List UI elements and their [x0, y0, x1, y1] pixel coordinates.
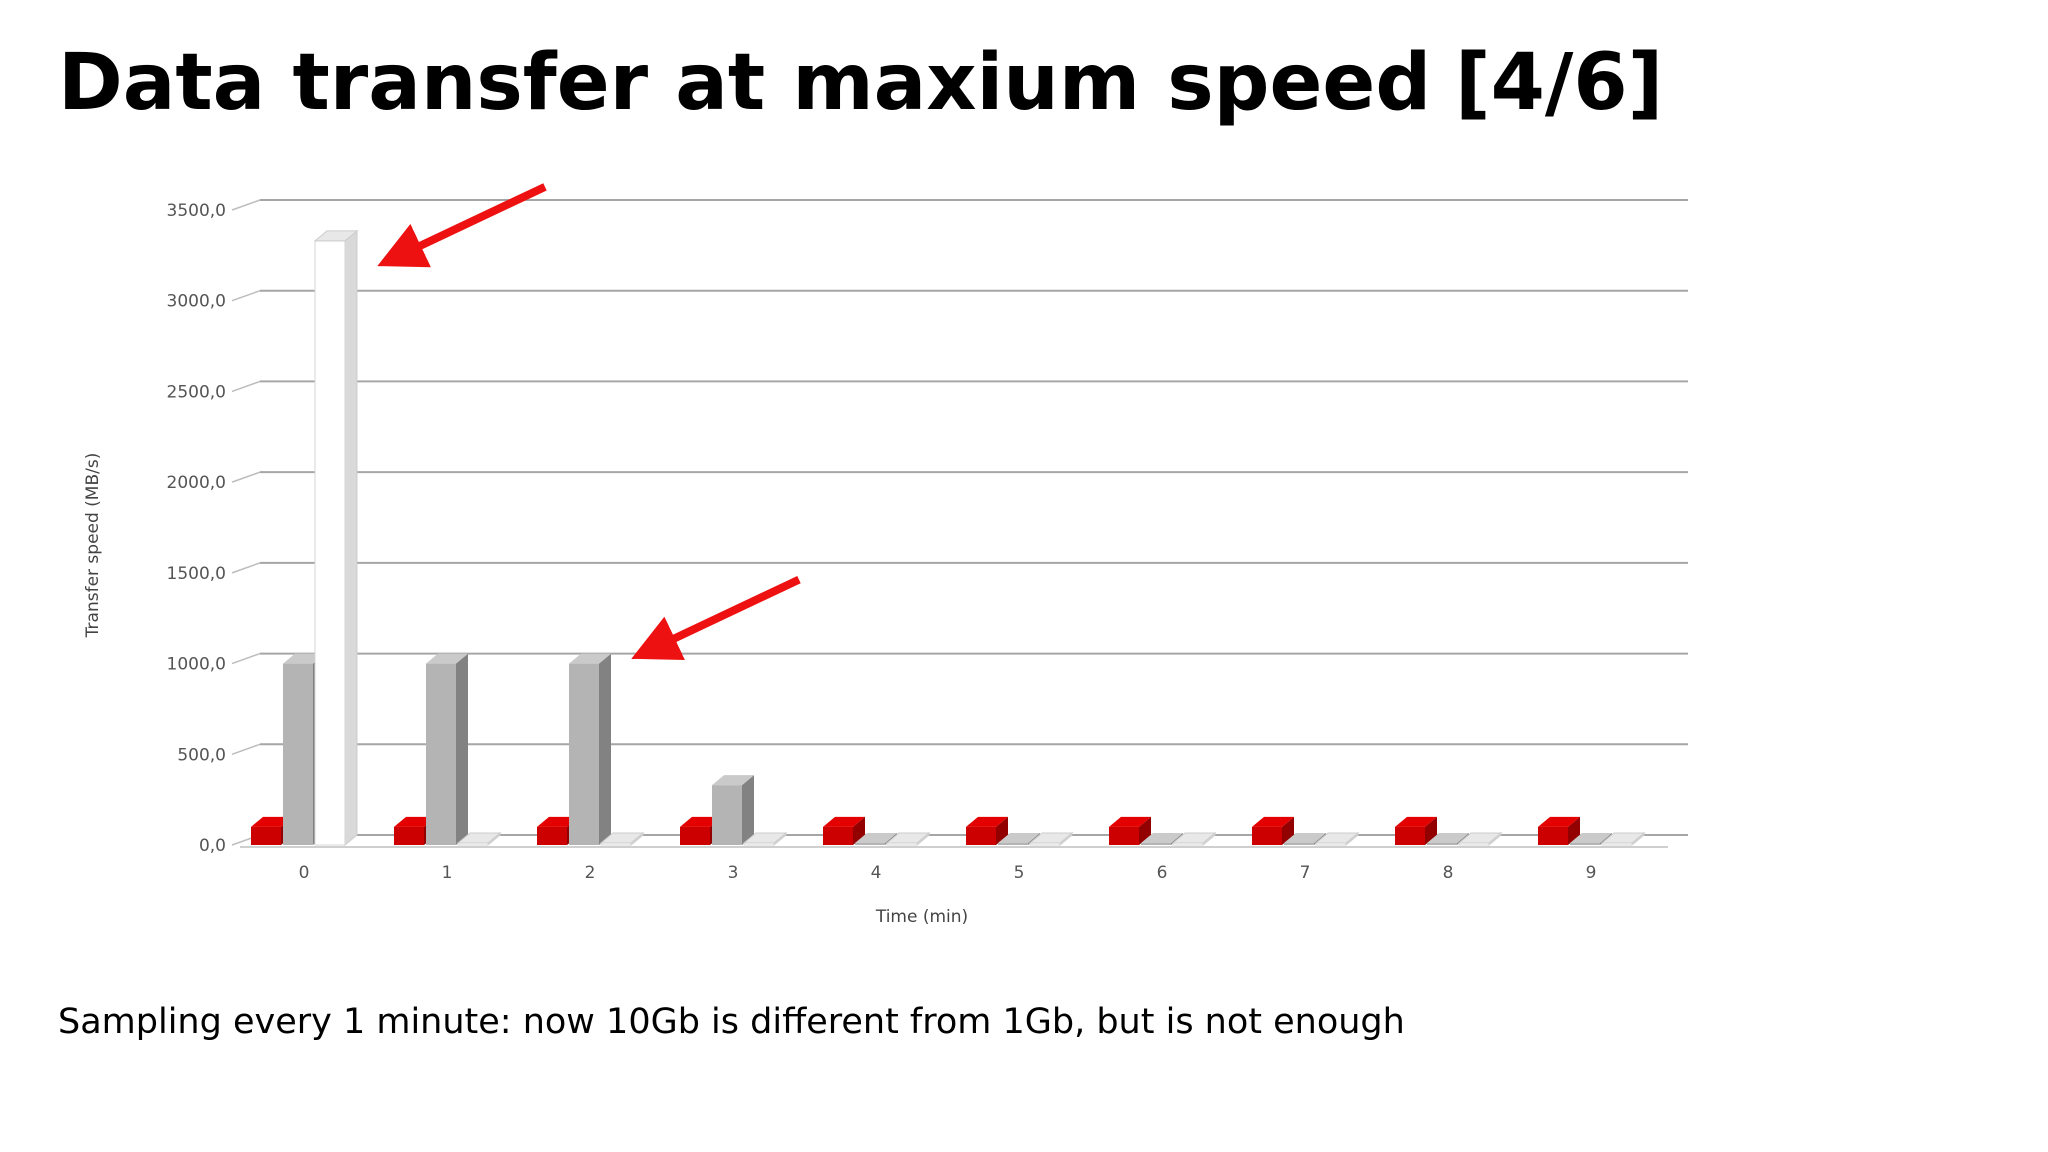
y-tick-label: 2500,0: [167, 382, 226, 402]
y-tick-label: 2000,0: [167, 473, 226, 493]
bar-series-3-cat-8: [1457, 831, 1503, 847]
annotation-arrow: [631, 575, 801, 661]
x-tick-label: 3: [728, 863, 739, 883]
x-tick-label: 1: [442, 863, 453, 883]
annotation-arrows: [377, 183, 801, 661]
slide-caption: Sampling every 1 minute: now 10Gb is dif…: [58, 1002, 1405, 1042]
bar-series-3-cat-1: [456, 831, 502, 847]
bar-series-1-cat-8: [1395, 816, 1437, 845]
bar-series-1-cat-7: [1252, 816, 1294, 845]
y-axis-label: Transfer speed (MB/s): [83, 453, 103, 639]
x-tick-label: 5: [1014, 863, 1025, 883]
bar-series-2-cat-3: [712, 775, 754, 845]
annotation-arrow: [377, 183, 547, 268]
x-axis-ticks: 0 1 2 3 4 5 6 7 8 9: [299, 863, 1597, 883]
grid-diagonal: [231, 471, 261, 483]
grid-diagonal: [231, 199, 261, 211]
y-tick-label: 1500,0: [167, 564, 226, 584]
grid-diagonal: [231, 290, 261, 302]
grid-diagonal: [231, 743, 261, 755]
y-axis-ticks: 0,0 500,0 1000,0 1500,0 2000,0 2500,0 3000,0 35…: [167, 201, 226, 856]
bar-series-1-cat-4: [823, 816, 865, 845]
bar-series-3-cat-5: [1028, 831, 1074, 847]
x-axis-label: Time (min): [875, 907, 968, 927]
bar-series-2-cat-1: [426, 653, 468, 845]
x-tick-label: 7: [1300, 863, 1311, 883]
x-tick-label: 8: [1443, 863, 1454, 883]
grid-diagonal: [231, 652, 261, 665]
bar-series-3-cat-7: [1314, 831, 1360, 847]
bar-series-3-cat-2: [599, 831, 645, 847]
bar-series-1-cat-9: [1538, 816, 1580, 845]
y-tick-label: 0,0: [199, 836, 226, 856]
y-tick-label: 3000,0: [167, 292, 226, 312]
bar-series-2-cat-2: [569, 653, 611, 845]
slide-title: Data transfer at maxium speed: [58, 38, 1432, 128]
bar-series-1-cat-6: [1109, 816, 1151, 845]
bar-series-3-cat-3: [742, 831, 788, 847]
x-tick-label: 2: [585, 863, 596, 883]
grid-diagonal: [231, 562, 261, 574]
x-tick-label: 4: [871, 863, 882, 883]
bar-series-3-cat-9: [1600, 831, 1646, 847]
slide-counter: [4/6]: [1455, 38, 1664, 128]
bar-series-3-cat-4: [885, 831, 931, 847]
y-tick-label: 1000,0: [167, 655, 226, 675]
x-tick-label: 0: [299, 863, 310, 883]
bars: [251, 229, 1646, 847]
bar-series-3-cat-6: [1171, 831, 1217, 847]
bar-series-1-cat-5: [966, 816, 1008, 845]
transfer-speed-chart: 0,0500,01000,01500,02000,02500,03000,035…: [83, 183, 1688, 927]
bar-series-3-cat-0: [313, 229, 359, 847]
grid-diagonal: [231, 380, 261, 393]
x-tick-label: 6: [1157, 863, 1168, 883]
y-tick-label: 500,0: [177, 745, 226, 765]
x-tick-label: 9: [1586, 863, 1597, 883]
y-tick-label: 3500,0: [167, 201, 226, 221]
grid-lines: [231, 199, 1688, 848]
